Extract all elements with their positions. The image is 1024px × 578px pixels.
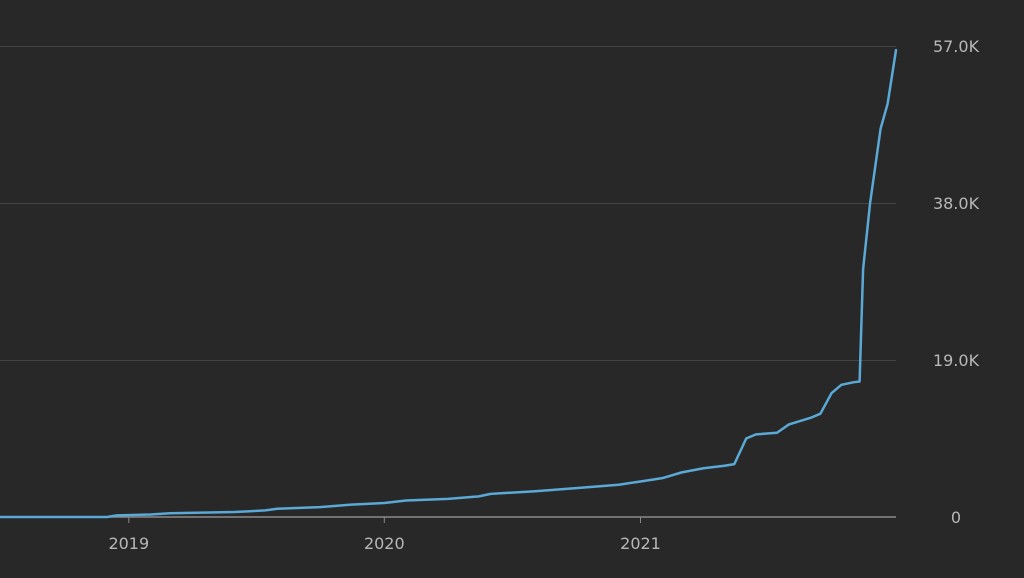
series-line-0 [0, 48, 898, 519]
grid-lines [0, 46, 896, 361]
y-tick-label-3: 57.0K [933, 37, 980, 56]
y-tick-label-1: 19.0K [933, 351, 980, 370]
y-tick-labels: 0 19.0K 38.0K 57.0K [933, 37, 980, 527]
y-tick-label-2: 38.0K [933, 194, 980, 213]
y-tick-label-0: 0 [951, 508, 961, 527]
x-tick-label-1: 2020 [364, 534, 405, 553]
x-tick-labels: 2019 2020 2021 [108, 534, 660, 553]
x-tick-label-2: 2021 [620, 534, 661, 553]
x-tick-marks [128, 517, 641, 523]
x-tick-label-0: 2019 [108, 534, 149, 553]
series-layer [0, 48, 898, 519]
